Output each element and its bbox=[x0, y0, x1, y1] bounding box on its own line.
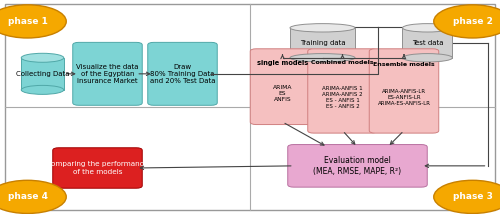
Text: phase 3: phase 3 bbox=[452, 192, 492, 201]
Text: ARIMA-ANFIS-LR
ES-ANFIS-LR
ARIMA-ES-ANFIS-LR: ARIMA-ANFIS-LR ES-ANFIS-LR ARIMA-ES-ANFI… bbox=[378, 83, 430, 106]
Ellipse shape bbox=[21, 53, 64, 62]
Text: Training data: Training data bbox=[300, 40, 346, 46]
Ellipse shape bbox=[402, 24, 452, 32]
FancyBboxPatch shape bbox=[53, 148, 142, 188]
Ellipse shape bbox=[21, 85, 64, 94]
FancyBboxPatch shape bbox=[148, 42, 217, 105]
Text: Comparing the performance
of the models: Comparing the performance of the models bbox=[46, 161, 148, 175]
Text: ARIMA-ANFIS 1
ARIMA-ANFIS 2
ES - ANFIS 1
ES - ANFIS 2: ARIMA-ANFIS 1 ARIMA-ANFIS 2 ES - ANFIS 1… bbox=[322, 80, 363, 109]
Ellipse shape bbox=[290, 54, 355, 62]
Ellipse shape bbox=[290, 24, 355, 32]
Ellipse shape bbox=[434, 5, 500, 38]
Text: phase 4: phase 4 bbox=[8, 192, 48, 201]
Text: Evaluation model
(MEA, RMSE, MAPE, R²): Evaluation model (MEA, RMSE, MAPE, R²) bbox=[314, 156, 402, 176]
FancyBboxPatch shape bbox=[308, 49, 378, 133]
FancyBboxPatch shape bbox=[369, 49, 439, 133]
Ellipse shape bbox=[434, 180, 500, 214]
Bar bbox=[402, 28, 452, 58]
Bar bbox=[21, 58, 64, 90]
FancyBboxPatch shape bbox=[288, 145, 427, 187]
FancyBboxPatch shape bbox=[250, 49, 315, 125]
Bar bbox=[290, 28, 355, 58]
Text: ARIMA
ES
ANFIS: ARIMA ES ANFIS bbox=[273, 79, 292, 102]
Text: phase 2: phase 2 bbox=[452, 17, 492, 26]
Text: Visualize the data
of the Egyptian
insurance Market: Visualize the data of the Egyptian insur… bbox=[76, 64, 139, 84]
Ellipse shape bbox=[402, 54, 452, 62]
Text: Test data: Test data bbox=[412, 40, 444, 46]
Ellipse shape bbox=[0, 180, 66, 214]
Text: phase 1: phase 1 bbox=[8, 17, 48, 26]
Text: Collecting Data: Collecting Data bbox=[16, 71, 69, 77]
Ellipse shape bbox=[0, 5, 66, 38]
Text: single models: single models bbox=[257, 60, 308, 66]
FancyBboxPatch shape bbox=[73, 42, 142, 105]
Text: Draw
80% Training Data
and 20% Test Data: Draw 80% Training Data and 20% Test Data bbox=[150, 64, 215, 84]
Text: Combined models: Combined models bbox=[311, 60, 374, 65]
Text: Ensemble models: Ensemble models bbox=[373, 62, 435, 67]
